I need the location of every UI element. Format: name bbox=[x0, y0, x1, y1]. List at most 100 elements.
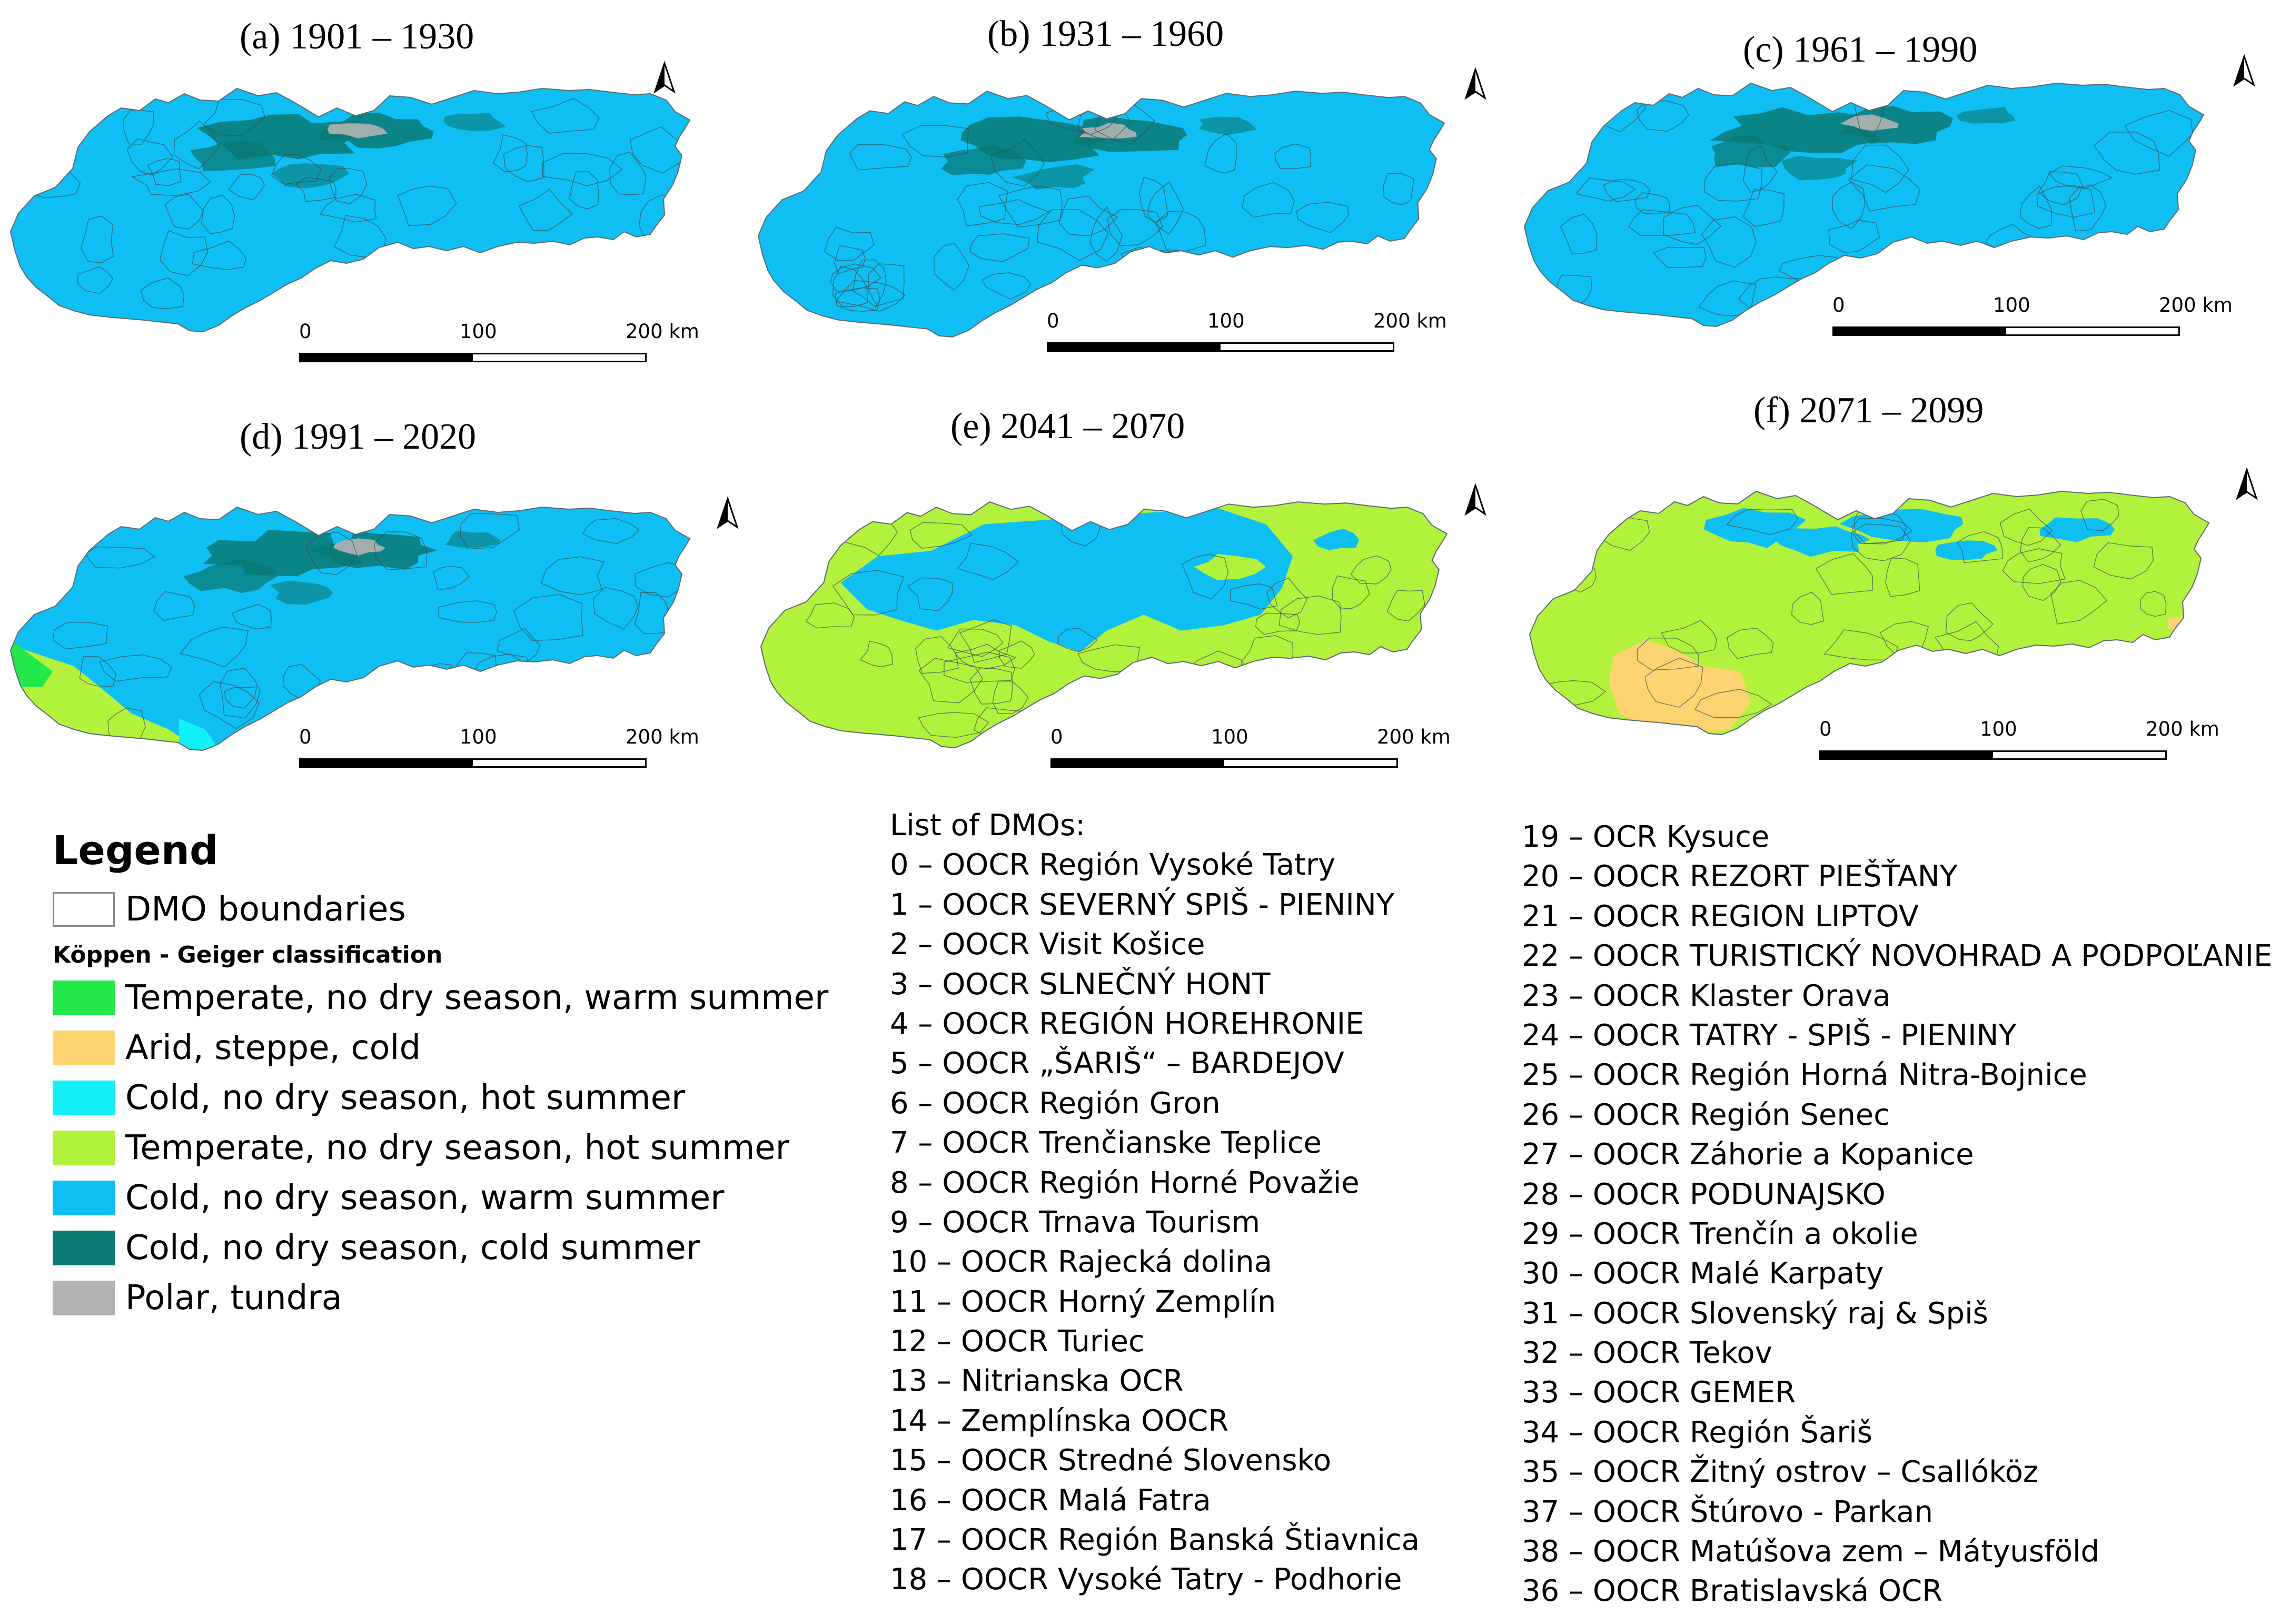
dmo-boundary bbox=[1278, 595, 1342, 635]
dmo-boundary bbox=[918, 712, 989, 738]
legend-swatch bbox=[53, 1130, 115, 1165]
north-arrow-icon bbox=[1464, 67, 1486, 100]
dmo-boundary bbox=[140, 277, 185, 309]
dmo-boundary bbox=[1956, 531, 2003, 563]
dmo-boundary bbox=[1628, 209, 1696, 236]
dmo-boundary bbox=[956, 542, 1019, 580]
legend-class-label: Temperate, no dry season, warm summer bbox=[125, 978, 829, 1017]
scale-label: 200 km bbox=[2159, 294, 2233, 316]
legend-boundary-row: DMO boundaries bbox=[53, 884, 828, 934]
dmo-boundary bbox=[636, 670, 678, 709]
dmo-boundary bbox=[1386, 589, 1425, 622]
dmo-boundary bbox=[39, 526, 81, 559]
dmo-list-col2: 19 – OCR Kysuce 20 – OOCR REZORT PIEŠŤANY… bbox=[1522, 817, 2272, 1608]
legend-class-row: Polar, tundra bbox=[53, 1273, 828, 1323]
dmo-boundary bbox=[228, 174, 265, 201]
dmo-boundary bbox=[2017, 675, 2060, 709]
dmo-boundary bbox=[80, 215, 114, 263]
scale-label: 0 bbox=[1832, 294, 1845, 316]
dmo-list-item: 38 – OOCR Matúšova zem – Mátyusföld bbox=[1522, 1534, 2100, 1569]
legend-class-row: Arid, steppe, cold bbox=[53, 1023, 828, 1073]
dmo-boundary bbox=[2050, 580, 2107, 625]
cold-hot-zone bbox=[179, 719, 216, 750]
dmo-boundary bbox=[909, 522, 973, 549]
dmo-list-item: 18 – OOCR Vysoké Tatry - Podhorie bbox=[890, 1562, 1402, 1597]
dmo-boundary bbox=[1727, 628, 1774, 659]
legend-class-label: Temperate, no dry season, hot summer bbox=[125, 1128, 789, 1167]
dmo-boundary bbox=[1181, 554, 1229, 600]
dmo-list-item: 10 – OOCR Rajecká dolina bbox=[890, 1245, 1272, 1280]
dmo-boundary bbox=[832, 570, 905, 616]
dmo-boundary bbox=[397, 185, 457, 226]
dmo-boundary bbox=[1999, 508, 2053, 546]
dmo-list-item: 8 – OOCR Región Horné Považie bbox=[890, 1165, 1360, 1200]
dmo-boundary bbox=[2093, 542, 2154, 580]
legend-class-row: Temperate, no dry season, warm summer bbox=[53, 973, 828, 1023]
dmo-boundary bbox=[153, 591, 195, 621]
boundary-swatch bbox=[53, 892, 115, 927]
legend-class-row: Cold, no dry season, hot summer bbox=[53, 1073, 828, 1123]
dmo-list-item: 12 – OOCR Turiec bbox=[890, 1324, 1145, 1359]
dmo-boundary bbox=[1266, 577, 1308, 619]
scale-label: 200 km bbox=[2146, 718, 2219, 740]
dmo-boundary bbox=[1089, 206, 1123, 262]
dmo-boundary bbox=[1828, 220, 1880, 253]
map-title-d: (d) 1991 – 2020 bbox=[240, 417, 477, 457]
legend-swatch bbox=[53, 1030, 115, 1065]
map-a bbox=[9, 87, 691, 333]
dmo-boundary bbox=[518, 189, 573, 231]
dmo-boundary bbox=[806, 602, 855, 629]
map-e bbox=[760, 501, 1448, 748]
dmo-boundary bbox=[1382, 173, 1414, 205]
dmo-boundary bbox=[1332, 575, 1370, 609]
dmo-boundary bbox=[504, 694, 572, 719]
dmo-boundary bbox=[1014, 706, 1080, 741]
dmo-boundary bbox=[998, 185, 1063, 228]
dmo-list-item: 2 – OOCR Visit Košice bbox=[890, 927, 1205, 962]
dmo-boundary bbox=[1255, 612, 1301, 635]
cold-summer-zone bbox=[940, 144, 1026, 175]
scale-label: 100 bbox=[1980, 718, 2017, 740]
dmo-list-item: 26 – OOCR Región Senec bbox=[1522, 1097, 1890, 1132]
dmo-boundary bbox=[2115, 241, 2166, 286]
temperate-warm-zone bbox=[11, 640, 53, 687]
dmo-boundary bbox=[1350, 555, 1392, 585]
dmo-boundary bbox=[513, 594, 583, 641]
dmo-boundary bbox=[52, 621, 108, 650]
dmo-boundary bbox=[832, 266, 868, 307]
dmo-list-item: 21 – OOCR REGION LIPTOV bbox=[1522, 899, 1919, 934]
dmo-boundary bbox=[918, 658, 984, 704]
dmo-list-item: 11 – OOCR Horný Zemplín bbox=[890, 1284, 1276, 1319]
map-f bbox=[1529, 490, 2210, 736]
scale-label: 0 bbox=[299, 726, 312, 748]
dmo-boundary bbox=[608, 694, 647, 730]
dmo-boundary bbox=[1296, 202, 1349, 233]
dmo-list-item: 32 – OOCR Tekov bbox=[1522, 1336, 1772, 1371]
dmo-list-item: 5 – OOCR „ŠARIŠ“ – BARDEJOV bbox=[890, 1046, 1344, 1081]
dmo-boundary bbox=[159, 230, 209, 276]
dmo-boundary bbox=[569, 171, 599, 210]
dmo-boundary bbox=[1139, 176, 1168, 223]
dmo-list-item: 24 – OOCR TATRY - SPIŠ - PIENINY bbox=[1522, 1018, 2017, 1053]
cold-summer-zone bbox=[270, 580, 333, 605]
dmo-boundary bbox=[438, 600, 497, 623]
dmo-list-item: 35 – OOCR Žitný ostrov – Csallóköz bbox=[1522, 1455, 2039, 1490]
dmo-list-item: 23 – OOCR Klaster Orava bbox=[1522, 978, 1891, 1013]
cold-summer-zone bbox=[445, 530, 500, 548]
dmo-boundary bbox=[460, 512, 520, 550]
dmo-list-item: 16 – OOCR Malá Fatra bbox=[890, 1483, 1211, 1518]
cold-warm-zone bbox=[840, 508, 1293, 652]
dmo-boundary bbox=[1823, 629, 1899, 661]
cold-summer-zone bbox=[1956, 106, 2016, 124]
dmo-boundary bbox=[1204, 133, 1237, 174]
cold-warm-zone bbox=[1313, 528, 1360, 550]
dmo-list-item: 4 – OOCR REGIÓN HOREHRONIE bbox=[890, 1006, 1364, 1041]
dmo-boundary bbox=[609, 151, 647, 195]
dmo-boundary bbox=[164, 194, 204, 230]
dmo-boundary bbox=[1106, 209, 1164, 246]
dmo-list-item: 28 – OOCR PODUNAJSKO bbox=[1522, 1177, 1886, 1212]
dmo-boundary bbox=[305, 531, 358, 576]
dmo-boundary bbox=[1156, 211, 1207, 252]
dmo-boundary bbox=[231, 604, 272, 630]
dmo-boundary bbox=[835, 287, 881, 312]
